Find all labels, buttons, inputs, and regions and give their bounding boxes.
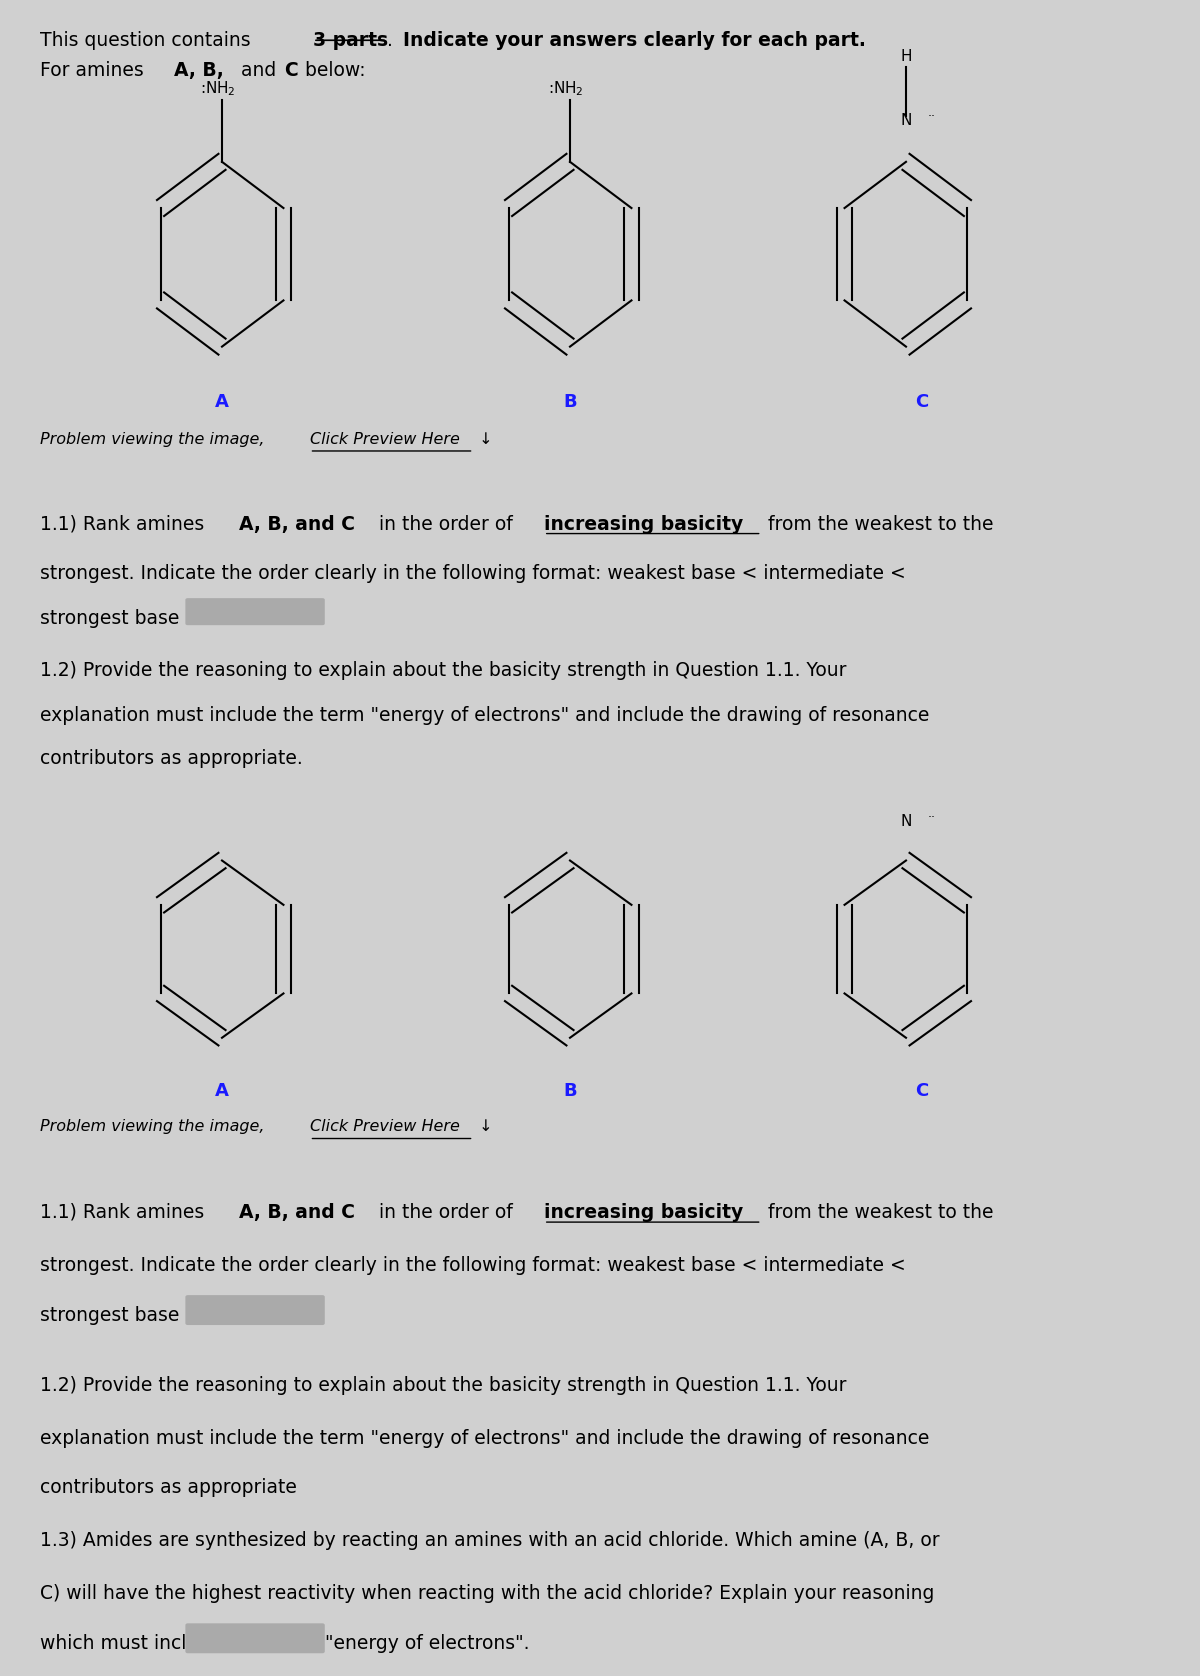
Text: C: C (283, 60, 298, 79)
Text: 3 parts: 3 parts (313, 30, 388, 50)
FancyBboxPatch shape (185, 598, 325, 625)
Text: Problem viewing the image,: Problem viewing the image, (40, 432, 270, 447)
Text: from the weakest to the: from the weakest to the (762, 515, 994, 533)
Text: strongest. Indicate the order clearly in the following format: weakest base < in: strongest. Indicate the order clearly in… (40, 563, 906, 583)
Text: N: N (900, 813, 912, 828)
Text: ··: ·· (928, 811, 936, 823)
Text: strongest base: strongest base (40, 608, 180, 627)
Text: explanation must include the term "energy of electrons" and include the drawing : explanation must include the term "energ… (40, 706, 930, 726)
Text: in the order of: in the order of (373, 1203, 518, 1222)
Text: C) will have the highest reactivity when reacting with the acid chloride? Explai: C) will have the highest reactivity when… (40, 1584, 935, 1602)
Text: Click Preview Here: Click Preview Here (310, 1120, 460, 1135)
Text: from the weakest to the: from the weakest to the (762, 1203, 994, 1222)
Text: strongest. Indicate the order clearly in the following format: weakest base < in: strongest. Indicate the order clearly in… (40, 1255, 906, 1274)
Text: A, B,: A, B, (174, 60, 223, 79)
Text: C: C (916, 1083, 929, 1099)
Text: strongest base: strongest base (40, 1306, 180, 1324)
Text: Problem viewing the image,: Problem viewing the image, (40, 1120, 270, 1135)
Text: A: A (215, 1083, 229, 1099)
Text: A, B, and C: A, B, and C (239, 515, 355, 533)
Text: ↓: ↓ (474, 432, 492, 447)
Text: increasing basicity: increasing basicity (544, 515, 743, 533)
Text: in the order of: in the order of (373, 515, 518, 533)
Text: 1.1) Rank amines: 1.1) Rank amines (40, 1203, 210, 1222)
FancyBboxPatch shape (185, 1296, 325, 1326)
Text: Click Preview Here: Click Preview Here (310, 432, 460, 447)
Text: below:: below: (299, 60, 366, 79)
Text: and: and (234, 60, 282, 79)
Text: A, B, and C: A, B, and C (239, 1203, 355, 1222)
Text: 1.2) Provide the reasoning to explain about the basicity strength in Question 1.: 1.2) Provide the reasoning to explain ab… (40, 662, 847, 680)
Text: 1.2) Provide the reasoning to explain about the basicity strength in Question 1.: 1.2) Provide the reasoning to explain ab… (40, 1376, 847, 1394)
Text: N: N (900, 114, 912, 129)
Text: .: . (386, 30, 398, 50)
Text: C: C (916, 392, 929, 411)
Text: For amines: For amines (40, 60, 150, 79)
Text: ↓: ↓ (474, 1120, 492, 1135)
Text: A: A (215, 392, 229, 411)
Text: Indicate your answers clearly for each part.: Indicate your answers clearly for each p… (403, 30, 866, 50)
Text: ··: ·· (928, 111, 936, 122)
Text: explanation must include the term "energy of electrons" and include the drawing : explanation must include the term "energ… (40, 1430, 930, 1448)
Text: increasing basicity: increasing basicity (544, 1203, 743, 1222)
Text: 1.3) Amides are synthesized by reacting an amines with an acid chloride. Which a: 1.3) Amides are synthesized by reacting … (40, 1530, 940, 1550)
Text: :NH$_2$: :NH$_2$ (200, 79, 235, 97)
Text: H: H (900, 49, 912, 64)
Text: contributors as appropriate: contributors as appropriate (40, 1478, 298, 1497)
Text: 1.1) Rank amines: 1.1) Rank amines (40, 515, 210, 533)
Text: This question contains: This question contains (40, 30, 257, 50)
Text: which must includes the term "energy of electrons".: which must includes the term "energy of … (40, 1634, 529, 1653)
Text: B: B (563, 392, 577, 411)
Text: B: B (563, 1083, 577, 1099)
Text: contributors as appropriate.: contributors as appropriate. (40, 749, 302, 768)
FancyBboxPatch shape (185, 1624, 325, 1653)
Text: :NH$_2$: :NH$_2$ (548, 79, 583, 97)
